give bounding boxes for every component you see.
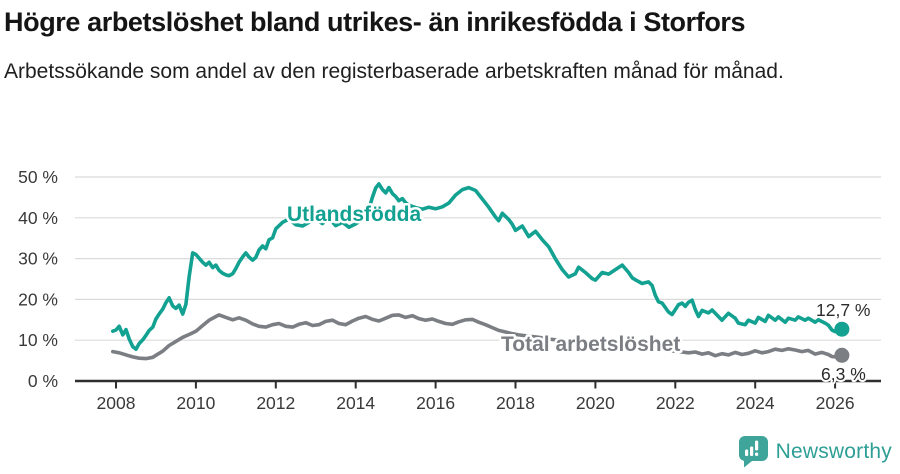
x-tick-label: 2008	[97, 393, 136, 413]
chart-header: Högre arbetslöshet bland utrikes- än inr…	[0, 0, 900, 86]
end-value-label-total: 6,3 %	[821, 364, 866, 384]
chart-subtitle: Arbetssökande som andel av den registerb…	[4, 60, 784, 84]
y-tick-label: 50 %	[18, 167, 58, 187]
newsworthy-bar-chart-icon	[738, 436, 768, 468]
series-line-total	[111, 313, 844, 361]
series-end-dot-total	[834, 347, 850, 363]
x-tick-label: 2026	[816, 393, 855, 413]
logo-speech-bubble-shape	[738, 436, 768, 468]
y-tick-label: 40 %	[18, 208, 58, 228]
x-tick-label: 2012	[256, 393, 295, 413]
series-end-dot-utlandsfodda	[834, 321, 850, 337]
y-tick-label: 20 %	[18, 289, 58, 309]
x-tick-label: 2018	[496, 393, 535, 413]
logo-bar-small	[744, 449, 748, 456]
y-tick-label: 0 %	[28, 371, 58, 391]
x-tick-label: 2014	[336, 393, 375, 413]
y-tick-label: 30 %	[18, 249, 58, 269]
logo-exclamation-dot	[754, 452, 758, 456]
chart-title: Högre arbetslöshet bland utrikes- än inr…	[4, 7, 746, 37]
y-tick-label: 10 %	[18, 330, 58, 350]
end-value-label-utlandsfodda: 12,7 %	[816, 300, 870, 320]
x-tick-label: 2016	[416, 393, 455, 413]
newsworthy-wordmark: Newsworthy	[775, 439, 892, 463]
series-label-utlandsfodda: Utlandsfödda	[287, 203, 421, 226]
x-tick-label: 2022	[656, 393, 695, 413]
x-tick-label: 2010	[176, 393, 215, 413]
logo-exclamation-bar	[754, 440, 758, 451]
logo-bar-medium	[749, 446, 753, 456]
x-tick-label: 2020	[576, 393, 615, 413]
series-line-utlandsfodda	[111, 182, 844, 352]
series-label-total: Total arbetslöshet	[501, 333, 680, 356]
x-tick-label: 2024	[736, 393, 775, 413]
newsworthy-logo[interactable]: Newsworthy	[738, 435, 892, 468]
